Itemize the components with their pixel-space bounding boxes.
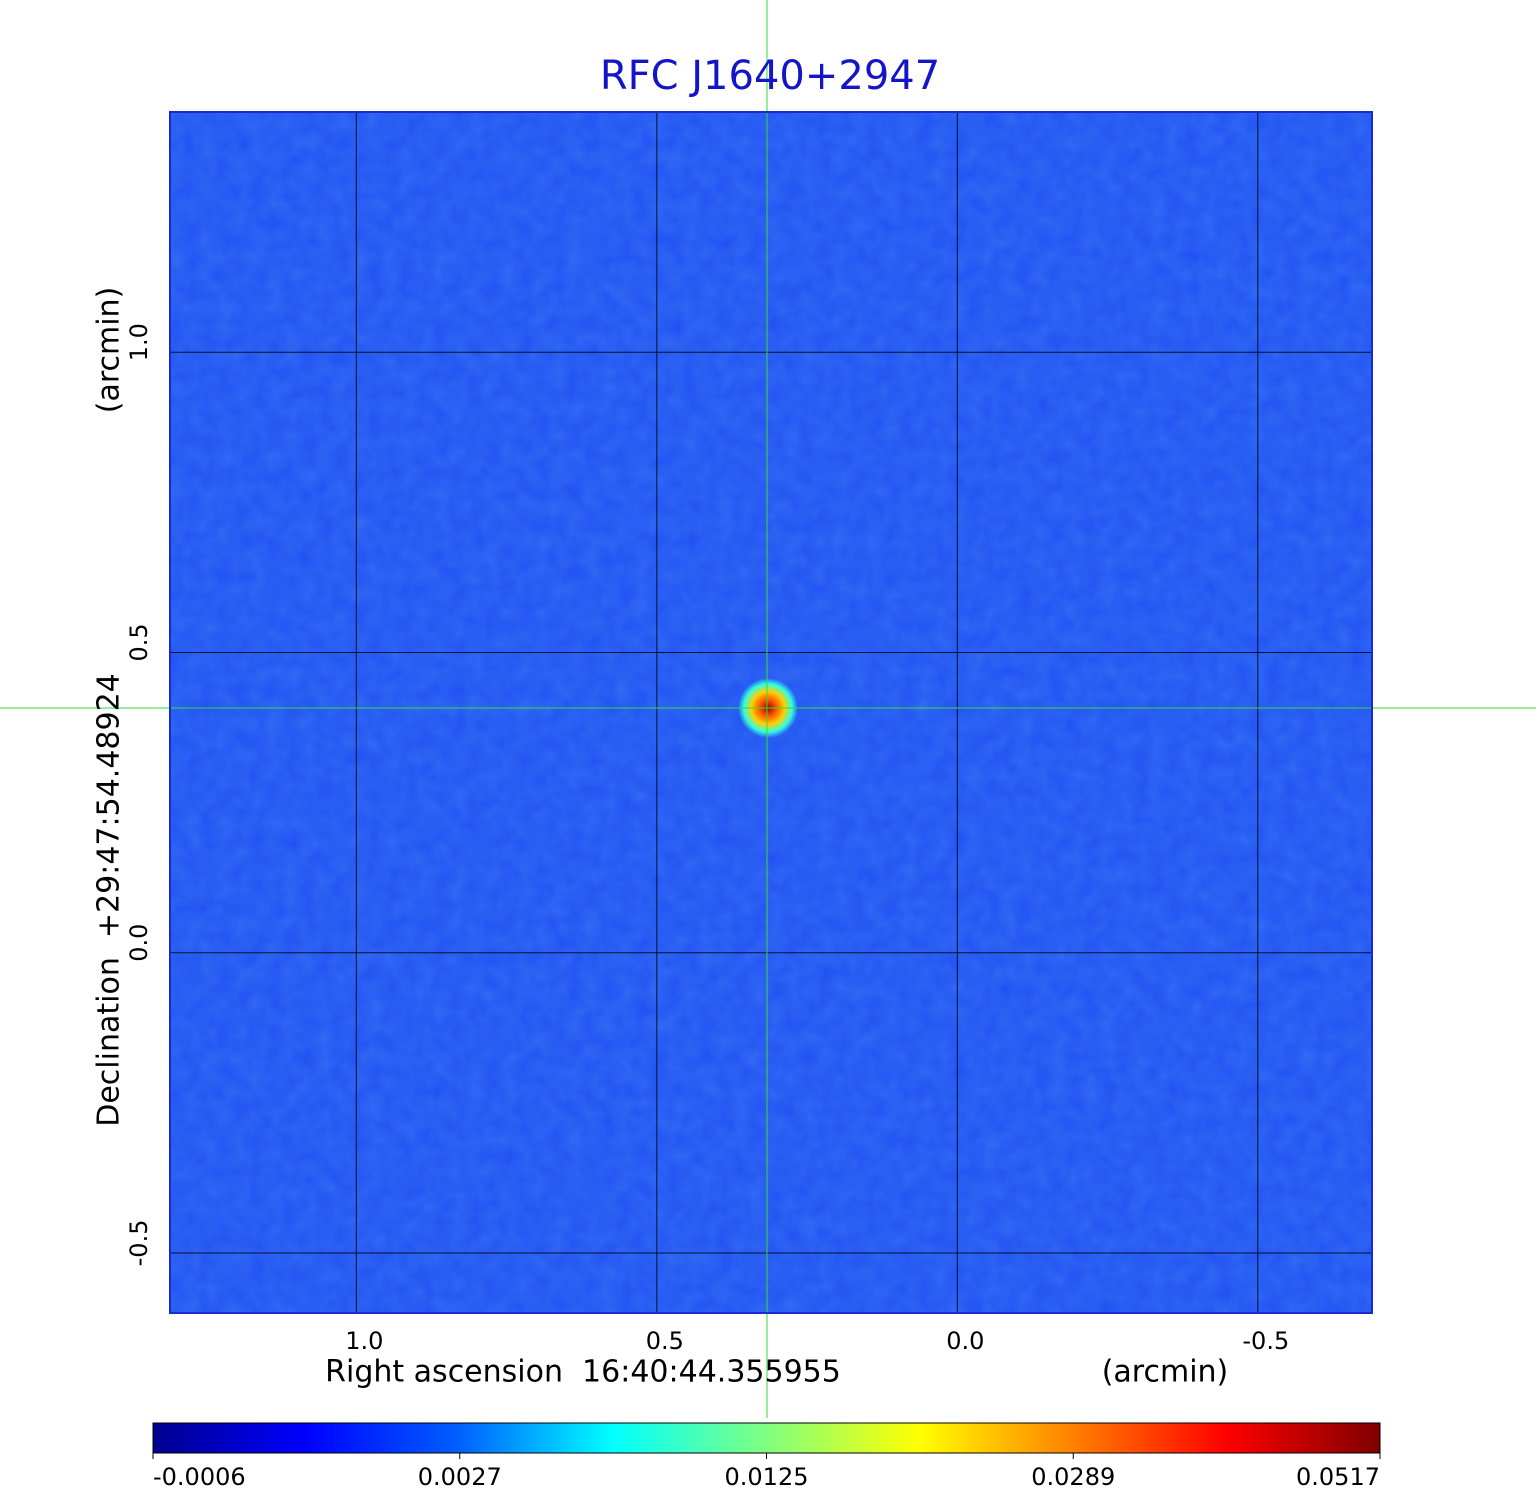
x-axis-unit: (arcmin) <box>1102 1355 1229 1390</box>
x-tick-label: 0.5 <box>646 1327 684 1355</box>
y-tick-label: 0.0 <box>125 924 153 962</box>
plot-frame <box>169 111 1373 1314</box>
y-tick-label: 1.0 <box>125 323 153 361</box>
x-tick-label: 0.0 <box>946 1327 984 1355</box>
y-tick-label: -0.5 <box>125 1220 153 1267</box>
x-tick-label: 1.0 <box>345 1327 383 1355</box>
y-axis-label: Declination +29:47:54.48924 <box>92 673 127 1127</box>
chart-title: RFC J1640+2947 <box>600 53 940 99</box>
y-axis-unit: (arcmin) <box>92 287 127 414</box>
colorbar-tick-label: 0.0289 <box>1031 1463 1115 1491</box>
colorbar-tick-label: 0.0125 <box>725 1463 809 1491</box>
x-axis-label: Right ascension 16:40:44.355955 <box>325 1355 841 1390</box>
y-tick-label: 0.5 <box>125 623 153 661</box>
colorbar <box>152 1422 1381 1454</box>
colorbar-tick-label: 0.0027 <box>418 1463 502 1491</box>
x-tick-label: -0.5 <box>1242 1327 1289 1355</box>
colorbar-tick-label: -0.0006 <box>153 1463 246 1491</box>
colorbar-tick-label: 0.0517 <box>1296 1463 1380 1491</box>
